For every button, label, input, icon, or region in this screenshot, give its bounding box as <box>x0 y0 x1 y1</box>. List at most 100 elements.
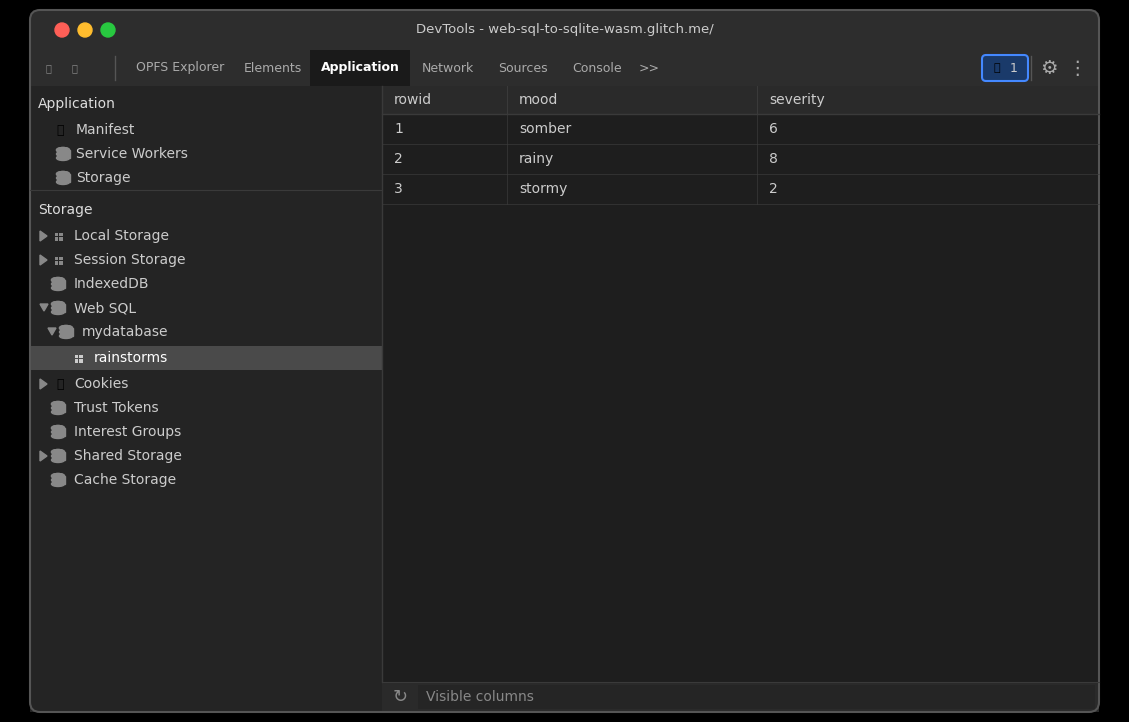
Bar <box>382 144 1099 174</box>
Ellipse shape <box>52 450 64 455</box>
Text: OPFS Explorer: OPFS Explorer <box>135 61 225 74</box>
Ellipse shape <box>52 450 64 455</box>
Polygon shape <box>40 379 47 389</box>
Ellipse shape <box>52 482 64 487</box>
Bar <box>59 261 62 264</box>
Bar <box>382 86 1099 682</box>
Bar <box>382 86 1099 114</box>
Text: Console: Console <box>572 61 622 74</box>
FancyBboxPatch shape <box>30 10 1099 712</box>
Ellipse shape <box>60 334 72 339</box>
Text: 2: 2 <box>769 182 778 196</box>
Bar <box>30 346 382 370</box>
Ellipse shape <box>56 175 70 180</box>
Polygon shape <box>49 328 56 335</box>
Text: Cookies: Cookies <box>75 377 129 391</box>
Ellipse shape <box>52 425 64 430</box>
Ellipse shape <box>60 329 72 334</box>
Text: 3: 3 <box>394 182 403 196</box>
Ellipse shape <box>52 285 64 290</box>
Ellipse shape <box>60 326 72 331</box>
Text: 📄: 📄 <box>56 123 63 136</box>
Text: 6: 6 <box>769 122 778 136</box>
Ellipse shape <box>52 409 64 414</box>
Text: DevTools - web-sql-to-sqlite-wasm.glitch.me/: DevTools - web-sql-to-sqlite-wasm.glitch… <box>415 24 714 37</box>
Ellipse shape <box>52 401 64 406</box>
FancyBboxPatch shape <box>982 55 1029 81</box>
Bar <box>52 304 64 312</box>
Text: ⋮: ⋮ <box>1067 58 1087 77</box>
Bar <box>56 174 70 182</box>
Text: Visible columns: Visible columns <box>426 690 534 704</box>
Ellipse shape <box>56 152 70 157</box>
Text: 1: 1 <box>394 122 403 136</box>
Ellipse shape <box>56 172 70 176</box>
Text: ⬛: ⬛ <box>71 63 77 73</box>
Text: Local Storage: Local Storage <box>75 229 169 243</box>
Bar <box>59 256 62 260</box>
Text: 2: 2 <box>394 152 403 166</box>
Text: IndexedDB: IndexedDB <box>75 277 149 291</box>
Text: Manifest: Manifest <box>76 123 135 137</box>
Ellipse shape <box>52 302 64 307</box>
Text: rainy: rainy <box>519 152 554 166</box>
Bar <box>52 452 64 460</box>
Text: 1: 1 <box>1010 61 1018 74</box>
Text: Network: Network <box>421 61 474 74</box>
Text: Trust Tokens: Trust Tokens <box>75 401 159 415</box>
Bar <box>59 237 62 240</box>
Ellipse shape <box>52 277 64 282</box>
Ellipse shape <box>52 302 64 307</box>
Bar <box>75 359 78 362</box>
Ellipse shape <box>56 155 70 160</box>
Ellipse shape <box>52 458 64 463</box>
Ellipse shape <box>56 147 70 152</box>
Ellipse shape <box>52 430 64 435</box>
Bar <box>52 428 64 436</box>
Polygon shape <box>40 255 47 265</box>
Text: rowid: rowid <box>394 93 432 107</box>
Bar <box>54 256 58 260</box>
Ellipse shape <box>56 172 70 176</box>
Bar <box>54 261 58 264</box>
Bar <box>60 328 72 336</box>
Text: Service Workers: Service Workers <box>76 147 187 161</box>
Bar <box>52 404 64 412</box>
Text: >>: >> <box>639 61 659 74</box>
Ellipse shape <box>56 147 70 152</box>
Bar <box>30 50 1099 86</box>
Bar <box>382 682 1099 712</box>
Text: Session Storage: Session Storage <box>75 253 185 267</box>
Bar <box>382 114 1099 144</box>
Text: Storage: Storage <box>76 171 131 185</box>
Text: 8: 8 <box>769 152 778 166</box>
Bar <box>59 232 62 236</box>
FancyBboxPatch shape <box>30 10 1099 50</box>
Circle shape <box>78 23 91 37</box>
Bar <box>382 174 1099 204</box>
Bar <box>30 682 382 712</box>
Bar <box>79 359 82 362</box>
Text: mydatabase: mydatabase <box>82 325 168 339</box>
Bar <box>54 232 58 236</box>
Text: ⚙: ⚙ <box>56 147 70 162</box>
Bar <box>52 280 64 288</box>
Bar <box>56 150 70 158</box>
Bar <box>75 355 78 358</box>
Text: severity: severity <box>769 93 825 107</box>
Text: Web SQL: Web SQL <box>75 301 137 315</box>
Ellipse shape <box>60 326 72 331</box>
Ellipse shape <box>52 282 64 287</box>
Polygon shape <box>40 231 47 241</box>
Text: stormy: stormy <box>519 182 568 196</box>
Bar <box>30 86 382 682</box>
Text: Application: Application <box>38 97 116 111</box>
Ellipse shape <box>52 477 64 482</box>
Ellipse shape <box>52 305 64 310</box>
Polygon shape <box>40 304 49 311</box>
Text: Elements: Elements <box>244 61 301 74</box>
Ellipse shape <box>52 310 64 315</box>
Polygon shape <box>40 451 47 461</box>
Ellipse shape <box>52 474 64 479</box>
Ellipse shape <box>52 425 64 430</box>
